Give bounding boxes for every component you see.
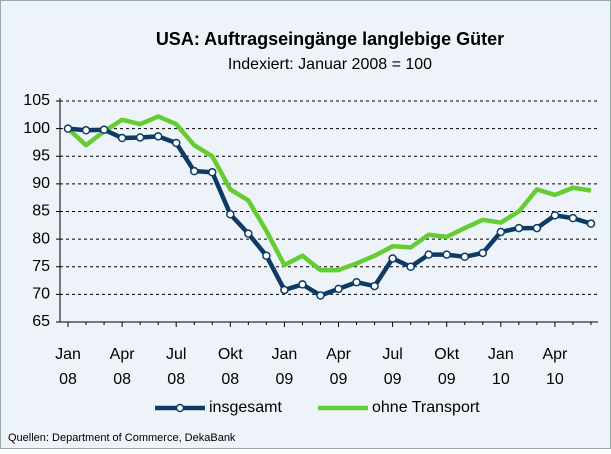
x-tick-label: Jan 08 bbox=[55, 346, 81, 388]
x-tick-label: Jul 08 bbox=[166, 346, 186, 388]
series-line bbox=[66, 114, 592, 273]
x-tick-label: Jan 09 bbox=[272, 346, 298, 388]
legend-marker bbox=[175, 403, 185, 413]
y-tick-label: 90 bbox=[32, 175, 50, 192]
point bbox=[496, 227, 506, 237]
point bbox=[171, 138, 181, 148]
point bbox=[117, 133, 127, 143]
point bbox=[63, 124, 73, 133]
point bbox=[135, 133, 145, 142]
point bbox=[298, 280, 307, 289]
point bbox=[189, 166, 199, 176]
point bbox=[226, 210, 235, 219]
point bbox=[99, 125, 109, 134]
y-tick-label: 105 bbox=[23, 92, 50, 109]
point bbox=[550, 211, 560, 220]
y-tick-label: 85 bbox=[32, 203, 50, 220]
x-tick-label: Jan 10 bbox=[488, 346, 514, 388]
x-tick-label: Okt 08 bbox=[218, 346, 243, 388]
point bbox=[586, 219, 596, 228]
point bbox=[81, 126, 91, 135]
point bbox=[388, 254, 397, 263]
chart-subtitle: Indexiert: Januar 2008 = 100 bbox=[228, 56, 432, 73]
y-tick-label: 70 bbox=[32, 286, 50, 303]
point bbox=[460, 252, 470, 262]
y-tick-label: 65 bbox=[32, 313, 50, 330]
x-tick-label: Apr 09 bbox=[326, 346, 352, 388]
source: Quellen: Department of Commerce, DekaBan… bbox=[8, 432, 236, 444]
point bbox=[514, 223, 524, 233]
point bbox=[370, 281, 379, 291]
point bbox=[262, 251, 271, 260]
point bbox=[568, 213, 578, 223]
x-tick-label: Okt 09 bbox=[434, 346, 459, 388]
point bbox=[406, 262, 415, 271]
legend-label: ohne Transport bbox=[372, 399, 480, 416]
point bbox=[280, 285, 289, 295]
y-tick-label: 95 bbox=[32, 147, 50, 164]
y-tick-label: 75 bbox=[32, 258, 50, 275]
legend-label: insgesamt bbox=[209, 399, 282, 416]
point bbox=[442, 250, 451, 259]
point bbox=[478, 248, 488, 258]
point bbox=[316, 291, 325, 300]
x-tick-label: Apr 08 bbox=[110, 346, 136, 388]
point bbox=[153, 132, 163, 141]
point bbox=[334, 284, 343, 294]
x-tick-label: Apr 10 bbox=[542, 346, 568, 388]
x-tick-label: Jul 09 bbox=[382, 346, 402, 388]
point bbox=[352, 277, 361, 287]
point bbox=[532, 223, 542, 233]
chart-title: USA: Auftragseingänge langlebige Güter bbox=[156, 29, 504, 49]
point bbox=[244, 229, 253, 238]
point bbox=[208, 168, 217, 177]
point bbox=[424, 250, 433, 259]
y-tick-label: 100 bbox=[23, 120, 50, 137]
y-tick-label: 80 bbox=[32, 230, 50, 247]
